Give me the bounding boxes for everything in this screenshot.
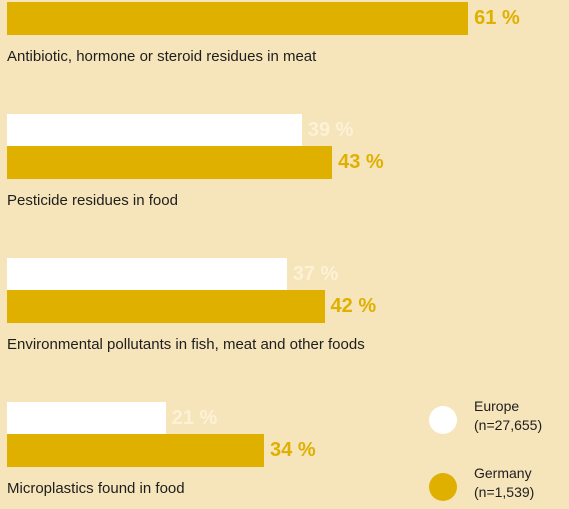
category-label: Antibiotic, hormone or steroid residues … [7,48,317,65]
category-label: Environmental pollutants in fish, meat a… [7,336,365,353]
legend-marker [429,406,457,434]
legend-marker [429,473,457,501]
bar [7,146,333,179]
value-label: 34 % [270,439,316,461]
category-label: Microplastics found in food [7,480,185,497]
bar [7,2,469,35]
legend-label: Germany (n=1,539) [474,465,535,500]
bar [7,434,265,467]
bar [7,258,287,290]
value-label: 42 % [330,295,377,317]
bar [7,290,325,323]
value-label: 37 % [292,263,339,285]
bar [7,402,166,434]
value-label: 61 % [474,7,520,29]
legend-label: Europe (n=27,655) [474,398,543,433]
value-label: 21 % [171,407,218,429]
category-label: Pesticide residues in food [7,192,178,209]
value-label: 43 % [338,151,384,173]
bar [7,114,302,146]
value-label: 39 % [307,119,354,141]
